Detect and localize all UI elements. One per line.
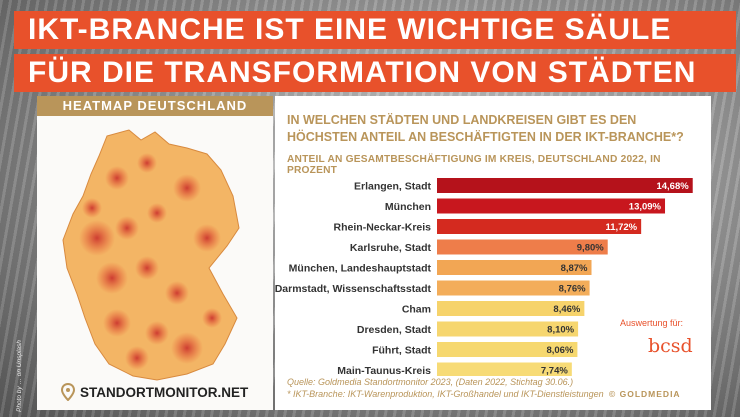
category-label: Rhein-Neckar-Kreis [334, 222, 432, 234]
value-label: 8,10% [547, 325, 574, 336]
source-line-1: Quelle: Goldmedia Standortmonitor 2023, … [287, 377, 574, 387]
category-label: Dresden, Stadt [357, 324, 432, 336]
chart-panel: IN WELCHEN STÄDTEN UND LANDKREISEN GIBT … [275, 96, 711, 410]
category-label: Erlangen, Stadt [354, 181, 432, 193]
copyright: © GOLDMEDIA [609, 389, 681, 399]
bcsd-logo: bcsd [648, 335, 693, 357]
brand: STANDORTMONITOR.NET [61, 381, 248, 403]
germany-heatmap [62, 129, 240, 381]
title-line-1: IKT-BRANCHE IST EINE WICHTIGE SÄULE [14, 11, 736, 49]
value-label: 7,74% [541, 366, 568, 377]
bar-chart: Erlangen, Stadt 14,68% München 13,09% Rhein-… [275, 178, 693, 377]
value-label: 8,87% [561, 263, 588, 274]
value-label: 11,72% [605, 222, 637, 233]
question-line-1: IN WELCHEN STÄDTEN UND LANDKREISEN GIBT … [287, 113, 637, 127]
photo-credit: Photo by … on Unsplash [16, 340, 23, 412]
value-label: 8,76% [559, 284, 586, 295]
category-label: München [385, 201, 431, 213]
bar [437, 178, 693, 193]
bar [437, 239, 608, 255]
bar [437, 362, 572, 376]
heatmap-header: HEATMAP DEUTSCHLAND [37, 96, 273, 116]
value-label: 8,06% [546, 345, 573, 356]
value-label: 14,68% [656, 181, 689, 192]
auswertung-label: Auswertung für: [620, 318, 684, 328]
bar [437, 342, 578, 357]
category-label: Main-Taunus-Kreis [337, 365, 431, 376]
bar [437, 301, 585, 316]
category-label: Darmstadt, Wissenschaftsstadt [275, 283, 431, 295]
title-line-2: FÜR DIE TRANSFORMATION VON STÄDTEN [14, 54, 736, 92]
category-label: Karlsruhe, Stadt [350, 242, 432, 254]
category-label: Cham [402, 304, 431, 316]
category-label: München, Landeshauptstadt [289, 263, 432, 275]
bar [437, 280, 590, 296]
value-label: 8,46% [553, 304, 580, 315]
question-line-2: HÖCHSTEN ANTEIL AN BESCHÄFTIGTEN IN DER … [287, 130, 684, 144]
location-pin-icon [61, 383, 75, 401]
brand-text: STANDORTMONITOR.NET [80, 384, 249, 400]
value-label: 9,80% [577, 243, 604, 254]
bar [437, 198, 666, 214]
bar [437, 260, 592, 275]
heatmap-panel: HEATMAP DEUTSCHLAND [37, 96, 273, 410]
source-line-2: * IKT-Branche: IKT-Warenproduktion, IKT-… [287, 389, 604, 399]
bar [437, 321, 579, 337]
value-label: 13,09% [629, 202, 662, 213]
bar [437, 219, 642, 234]
category-label: Führt, Stadt [372, 345, 431, 357]
chart-subtitle: ANTEIL AN GESAMTBESCHÄFTIGUNG IM KREIS, … [287, 154, 661, 176]
